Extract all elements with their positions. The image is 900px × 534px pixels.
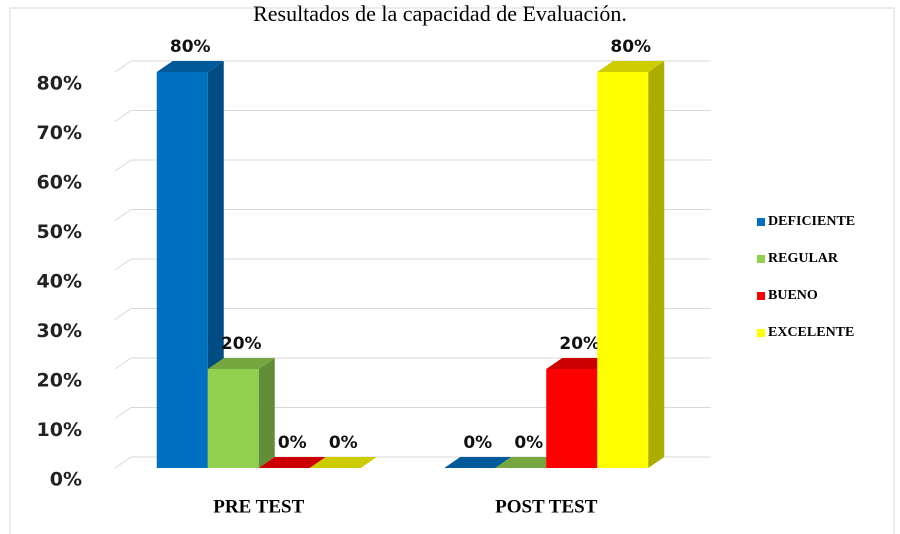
data-label: 0% bbox=[329, 433, 358, 453]
grid-depth-line bbox=[114, 60, 132, 73]
bar bbox=[309, 457, 377, 468]
legend-swatch bbox=[757, 255, 765, 263]
data-label: 80% bbox=[610, 37, 651, 57]
bar bbox=[444, 457, 512, 468]
y-tick-label: 0% bbox=[50, 469, 82, 491]
bar-top bbox=[207, 358, 275, 369]
legend-label: EXCELENTE bbox=[768, 325, 854, 340]
bar-side bbox=[258, 358, 275, 468]
grid-depth-line bbox=[114, 258, 132, 271]
bar-front bbox=[546, 369, 598, 468]
grid-depth-line bbox=[114, 110, 132, 122]
y-tick-label: 40% bbox=[37, 271, 82, 293]
grid-depth-line bbox=[114, 159, 132, 172]
bar bbox=[258, 457, 326, 468]
y-tick-label: 50% bbox=[37, 221, 82, 243]
bar-front bbox=[597, 72, 649, 468]
bar-top bbox=[309, 457, 377, 468]
bar-top bbox=[546, 358, 614, 369]
chart-border bbox=[9, 7, 895, 534]
data-label: 0% bbox=[514, 433, 543, 453]
grid-depth-line bbox=[114, 308, 132, 320]
legend-label: DEFICIENTE bbox=[768, 214, 855, 229]
bar-front bbox=[156, 72, 208, 468]
data-label: 20% bbox=[559, 334, 600, 354]
bar bbox=[495, 457, 563, 468]
bar-side bbox=[648, 61, 665, 468]
y-tick-label: 30% bbox=[37, 320, 82, 342]
legend-swatch bbox=[757, 218, 765, 226]
legend-label: BUENO bbox=[768, 288, 818, 303]
chart-title: Resultados de la capacidad de Evaluación… bbox=[253, 1, 627, 26]
bar-top bbox=[597, 61, 665, 72]
grid-depth-line bbox=[114, 407, 132, 419]
grid-depth-line bbox=[114, 357, 132, 370]
bar bbox=[597, 61, 665, 468]
y-tick-label: 60% bbox=[37, 172, 82, 194]
grid-depth-line bbox=[114, 209, 132, 221]
bar bbox=[207, 358, 275, 468]
legend-swatch bbox=[757, 292, 765, 300]
y-tick-label: 10% bbox=[37, 419, 82, 441]
x-tick-label: PRE TEST bbox=[213, 496, 304, 517]
legend-swatch bbox=[757, 329, 765, 337]
data-label: 80% bbox=[170, 37, 211, 57]
y-tick-label: 20% bbox=[37, 370, 82, 392]
data-label: 20% bbox=[221, 334, 262, 354]
bar-front bbox=[207, 369, 259, 468]
bar-top bbox=[156, 61, 224, 72]
bar-top bbox=[444, 457, 512, 468]
bar-top bbox=[495, 457, 563, 468]
x-tick-label: POST TEST bbox=[495, 496, 598, 517]
grid-depth-line bbox=[114, 456, 132, 469]
y-tick-label: 80% bbox=[37, 73, 82, 95]
legend-label: REGULAR bbox=[768, 251, 839, 266]
y-tick-label: 70% bbox=[37, 122, 82, 144]
data-label: 0% bbox=[463, 433, 492, 453]
bar-top bbox=[258, 457, 326, 468]
data-label: 0% bbox=[278, 433, 307, 453]
